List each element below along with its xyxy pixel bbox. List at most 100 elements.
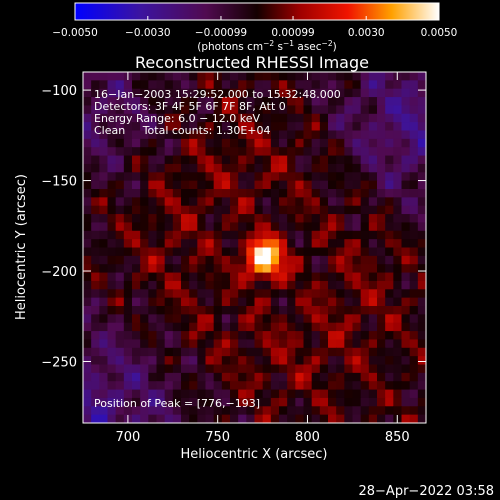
heatmap-cell bbox=[213, 356, 223, 366]
heatmap-cell bbox=[287, 280, 296, 290]
heatmap-cell bbox=[368, 205, 378, 215]
heatmap-cell bbox=[132, 80, 141, 90]
heatmap-cell bbox=[197, 389, 207, 399]
heatmap-cell bbox=[279, 172, 288, 182]
heatmap-cell bbox=[287, 239, 296, 249]
heatmap-cell bbox=[393, 372, 403, 382]
heatmap-cell bbox=[328, 197, 337, 207]
heatmap-cell bbox=[401, 80, 411, 90]
heatmap-cell bbox=[336, 297, 345, 307]
heatmap-cell bbox=[221, 113, 231, 123]
heatmap-cell bbox=[189, 230, 198, 240]
heatmap-cell bbox=[311, 372, 321, 382]
heatmap-cell bbox=[295, 163, 305, 173]
heatmap-cell bbox=[377, 197, 386, 207]
heatmap-cell bbox=[99, 97, 109, 107]
heatmap-cell bbox=[417, 122, 426, 132]
heatmap-cell bbox=[262, 147, 272, 157]
heatmap-cell bbox=[401, 97, 411, 107]
heatmap-cell bbox=[181, 306, 190, 315]
heatmap-cell bbox=[172, 130, 182, 140]
heatmap-cell bbox=[115, 80, 125, 90]
heatmap-cell bbox=[181, 239, 190, 249]
heatmap-cell bbox=[213, 222, 223, 232]
heatmap-cell bbox=[189, 306, 198, 315]
heatmap-cell bbox=[352, 322, 362, 332]
heatmap-cell bbox=[123, 138, 133, 148]
heatmap-cell bbox=[328, 364, 337, 374]
annotation-clean-counts: Clean Total counts: 1.30E+04 bbox=[94, 124, 271, 137]
heatmap-cell bbox=[221, 222, 231, 232]
heatmap-cell bbox=[279, 247, 288, 257]
heatmap-cell bbox=[254, 247, 264, 257]
heatmap-cell bbox=[295, 138, 305, 148]
heatmap-cell bbox=[91, 172, 100, 182]
heatmap-cell bbox=[197, 122, 207, 132]
heatmap-cell bbox=[238, 339, 247, 349]
heatmap-cell bbox=[164, 214, 174, 224]
heatmap-cell bbox=[254, 189, 264, 198]
heatmap-cell bbox=[172, 264, 182, 274]
heatmap-cell bbox=[295, 389, 305, 399]
heatmap-cell bbox=[238, 397, 247, 407]
heatmap-cell bbox=[197, 306, 207, 315]
heatmap-cell bbox=[99, 197, 109, 207]
heatmap-cell bbox=[368, 80, 378, 90]
heatmap-cell bbox=[377, 356, 386, 366]
heatmap-cell bbox=[311, 97, 321, 107]
heatmap-cell bbox=[254, 147, 264, 157]
heatmap-cell bbox=[287, 155, 296, 165]
heatmap-cell bbox=[368, 322, 378, 332]
heatmap-cell bbox=[140, 239, 149, 249]
heatmap-cell bbox=[328, 314, 337, 324]
heatmap-cell bbox=[303, 88, 313, 98]
heatmap-cell bbox=[360, 88, 370, 98]
heatmap-cell bbox=[303, 381, 313, 391]
heatmap-cell bbox=[385, 272, 394, 282]
heatmap-cell bbox=[83, 381, 92, 391]
heatmap-cell bbox=[409, 264, 419, 274]
heatmap-cell bbox=[205, 331, 215, 341]
heatmap-cell bbox=[409, 172, 419, 182]
heatmap-cell bbox=[303, 239, 313, 249]
heatmap-cell bbox=[181, 364, 190, 374]
heatmap-cell bbox=[83, 222, 92, 232]
heatmap-cell bbox=[385, 214, 394, 224]
heatmap-cell bbox=[385, 105, 394, 115]
heatmap-cell bbox=[140, 222, 149, 232]
heatmap-cell bbox=[148, 97, 158, 107]
heatmap-cell bbox=[287, 322, 296, 332]
heatmap-cell bbox=[360, 247, 370, 257]
heatmap-cell bbox=[246, 397, 256, 407]
heatmap-cell bbox=[336, 289, 345, 299]
heatmap-cell bbox=[368, 214, 378, 224]
heatmap-cell bbox=[401, 364, 411, 374]
heatmap-cell bbox=[254, 331, 264, 341]
heatmap-cell bbox=[352, 105, 362, 115]
heatmap-cell bbox=[295, 356, 305, 366]
heatmap-cell bbox=[123, 314, 133, 324]
heatmap-cell bbox=[344, 306, 354, 315]
heatmap-cell bbox=[181, 230, 190, 240]
heatmap-cell bbox=[132, 364, 141, 374]
heatmap-cell bbox=[270, 347, 280, 357]
heatmap-cell bbox=[262, 347, 272, 357]
heatmap-cell bbox=[164, 72, 174, 81]
heatmap-cell bbox=[189, 347, 198, 357]
heatmap-cell bbox=[270, 222, 280, 232]
heatmap-cell bbox=[287, 364, 296, 374]
heatmap-cell bbox=[221, 406, 231, 416]
heatmap-cell bbox=[107, 163, 117, 173]
heatmap-cell bbox=[287, 406, 296, 416]
heatmap-cell bbox=[164, 130, 174, 140]
heatmap-cell bbox=[132, 272, 141, 282]
heatmap-cell bbox=[238, 364, 247, 374]
heatmap-cell bbox=[385, 205, 394, 215]
heatmap-cell bbox=[409, 155, 419, 165]
heatmap-cell bbox=[319, 180, 329, 190]
heatmap-cell bbox=[303, 297, 313, 307]
heatmap-cell bbox=[115, 372, 125, 382]
heatmap-cell bbox=[328, 306, 337, 315]
heatmap-cell bbox=[287, 189, 296, 198]
heatmap-cell bbox=[377, 314, 386, 324]
